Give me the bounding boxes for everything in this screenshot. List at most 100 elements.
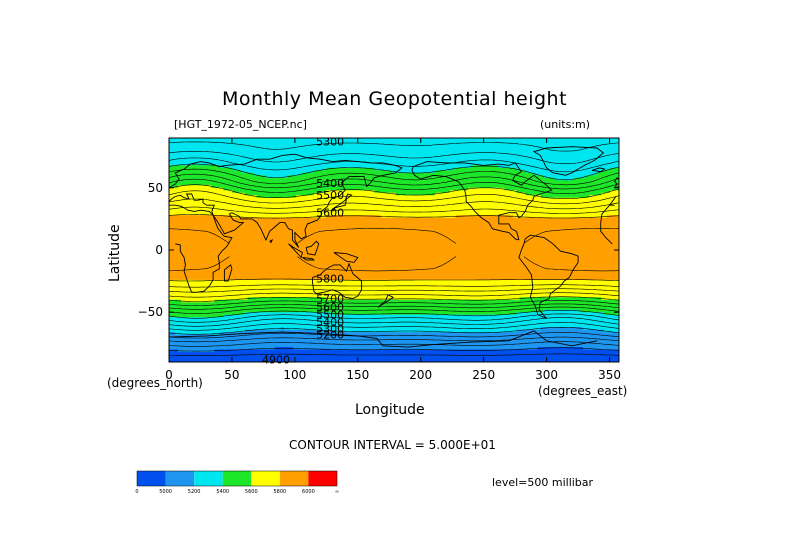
colorbar-frame (136, 470, 338, 487)
contour-fill-cell (169, 334, 619, 338)
contour-line (169, 353, 619, 356)
contour-fill-cell (214, 299, 619, 303)
contour-fill-cell (169, 339, 619, 343)
contour-fill-cell (169, 342, 619, 346)
contour-fill-cell (169, 215, 234, 219)
contour-fill-cell (380, 215, 457, 219)
contour-fill-cell (392, 170, 436, 174)
contour-line (169, 198, 619, 210)
contour-fill-cell (314, 192, 397, 196)
contour-fill-cell (169, 287, 619, 291)
contour-line (169, 341, 619, 347)
colorbar-label: 5600 (245, 489, 258, 495)
contour-fill-cell (169, 332, 176, 336)
contour-fill-cell (169, 142, 619, 147)
colorbar-label: 5000 (159, 489, 172, 495)
contour-fill-cell (169, 187, 224, 191)
contour-label: 5700 (316, 293, 344, 306)
contour-fill-cell (504, 187, 619, 191)
contour-fill-cell (169, 152, 619, 157)
coastlines (169, 146, 619, 348)
contour-fill-cell (169, 212, 619, 216)
colorbar-swatch (279, 471, 309, 486)
contour-fill-cell (601, 192, 619, 196)
colorbar-swatch (251, 471, 280, 486)
coastline (312, 262, 363, 299)
contour-fill-cell (280, 327, 285, 331)
contour-fill-cell (169, 232, 619, 236)
contour-fill-cell (211, 185, 619, 189)
x-tick-label: 200 (409, 368, 432, 382)
y-units-label: (degrees_north) (107, 376, 203, 390)
contour-fill-cell (169, 250, 619, 254)
colorbar-label: 5400 (216, 489, 229, 495)
colorbar-swatch (222, 471, 252, 486)
contour-label: 5300 (316, 322, 344, 335)
contour-fill-cell (604, 312, 619, 316)
contour-fill-cell (326, 215, 382, 219)
contour-line (169, 206, 619, 214)
contour-fill-cell (169, 347, 276, 351)
contour-fill-cell (169, 145, 619, 149)
contour-line (169, 173, 619, 190)
colorbar-swatch (308, 471, 337, 486)
contour-fill-cell (169, 138, 619, 142)
contour-fill-cell (169, 200, 619, 204)
contour-fill-cell (253, 172, 303, 176)
contour-line (169, 296, 619, 302)
contour-fill-cell (292, 347, 539, 351)
contour-fill-cell (244, 192, 315, 196)
colorbar-label: 5200 (188, 489, 201, 495)
coastline (518, 234, 579, 319)
contour-line (169, 322, 619, 331)
contour-fill-cell (169, 354, 619, 358)
contour-fill-cell (169, 182, 619, 186)
contour-fill-cell (169, 319, 619, 323)
contour-fill-cell (169, 197, 619, 201)
contour-fill-cell (434, 170, 527, 174)
colorbar-swatch (165, 471, 195, 486)
contour-fill-cell (175, 332, 221, 336)
contour-fill-cell (214, 349, 619, 353)
x-tick-label: 250 (472, 368, 495, 382)
contour-fill-cell (169, 170, 243, 174)
contour-fill-cell (169, 227, 619, 231)
contour-fill-cell (169, 262, 619, 266)
contour-fill-cell (516, 329, 605, 333)
contour-line (169, 168, 619, 186)
contour-line (169, 163, 619, 181)
contour-fill-cell (471, 165, 499, 169)
contour-fill-cell (516, 190, 611, 194)
contour-fill-cell (220, 332, 619, 336)
contour-fill-cell (169, 230, 619, 234)
coastline (333, 252, 359, 263)
contour-fill-cell (513, 215, 608, 219)
contour-fill-cell (607, 215, 619, 219)
contour-fill-cell (519, 297, 602, 301)
contour-line (169, 228, 619, 244)
contour-fill-cell (169, 150, 619, 154)
contour-fill-cell (601, 297, 619, 301)
contour-fill-cell (247, 297, 327, 301)
coastline (169, 153, 617, 248)
contour-label: 5600 (316, 207, 344, 220)
contour-fill-cell (374, 190, 451, 194)
contour-label: 4900 (262, 354, 290, 367)
contour-fill-cell (601, 170, 619, 174)
y-tick-label: 0 (155, 243, 163, 257)
coastline (288, 243, 303, 259)
contour-fill-cell (543, 175, 587, 179)
contour-fill-cell (169, 165, 221, 169)
contour-fill-cell (169, 147, 619, 152)
contour-line (169, 313, 619, 323)
x-tick-label: 100 (283, 368, 306, 382)
contour-fill-cell (169, 202, 619, 206)
contour-line (169, 326, 619, 335)
y-tick-label: 50 (148, 181, 163, 195)
level-text: level=500 millibar (492, 476, 594, 489)
contour-label: 5500 (316, 189, 344, 202)
contour-fill-cell (256, 195, 297, 199)
contour-fill-cell (244, 312, 333, 316)
contour-fill-cell (525, 192, 602, 196)
